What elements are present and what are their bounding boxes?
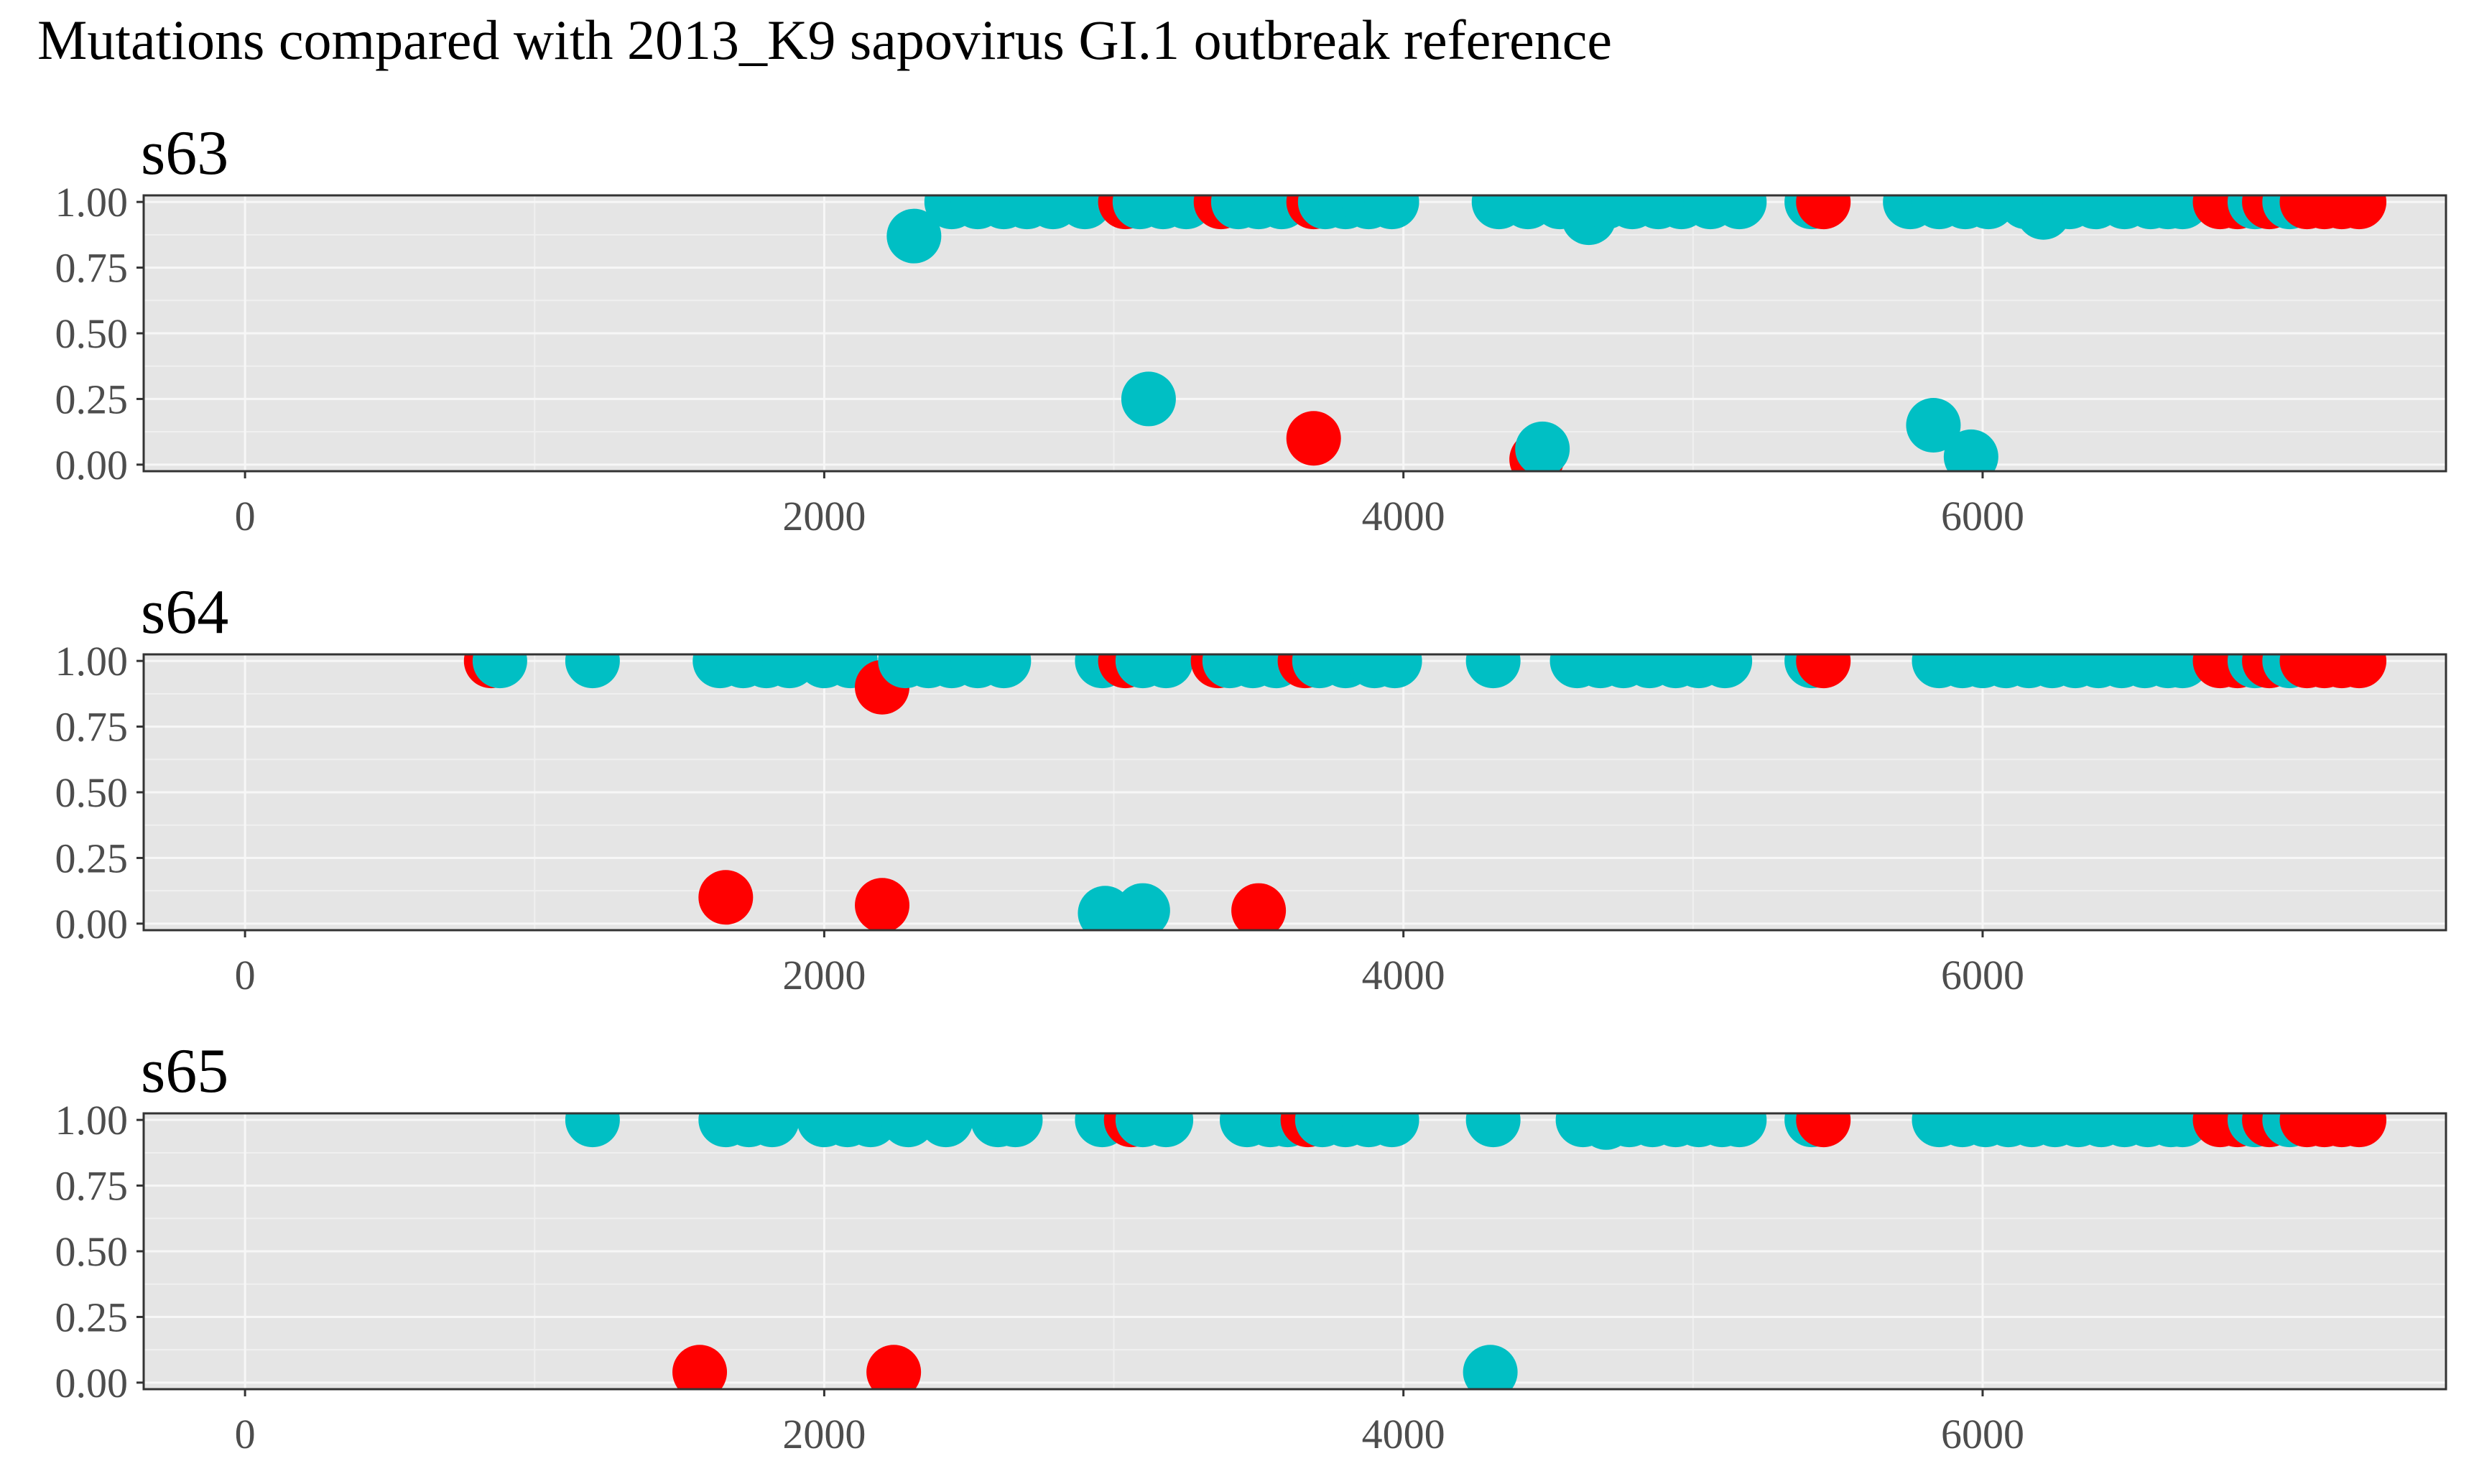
panel-s63: s63 0.00 0.25 0.50 0.75 1.00 0 2000 4000 6000 bbox=[55, 119, 2447, 539]
data-point bbox=[744, 1113, 800, 1148]
data-point bbox=[976, 654, 1032, 689]
panel-s64: s64 0.00 0.25 0.50 0.75 1.00 0 2000 4000 6000 bbox=[55, 578, 2447, 998]
data-point bbox=[565, 1113, 620, 1148]
data-point bbox=[1364, 195, 1419, 230]
panel-s65: s65 0.00 0.25 0.50 0.75 1.00 0 2000 4000 6000 bbox=[55, 1037, 2447, 1457]
data-point bbox=[855, 878, 910, 930]
y-tick-label: 0.50 bbox=[55, 1228, 129, 1275]
data-point bbox=[565, 654, 620, 689]
data-point bbox=[698, 870, 754, 925]
x-tick-label: 6000 bbox=[1941, 493, 2024, 539]
points bbox=[565, 1113, 2387, 1389]
y-tick-label: 0.50 bbox=[55, 769, 129, 816]
x-tick-label: 0 bbox=[235, 493, 256, 539]
data-point bbox=[1796, 195, 1851, 230]
data-point bbox=[1121, 371, 1176, 427]
points bbox=[463, 654, 2387, 930]
data-point bbox=[1364, 1113, 1419, 1148]
x-tick-label: 2000 bbox=[782, 1411, 866, 1457]
data-point bbox=[1115, 883, 1170, 930]
chart-title: Mutations compared with 2013_K9 sapoviru… bbox=[37, 9, 1612, 71]
data-point bbox=[1286, 411, 1341, 466]
points bbox=[886, 195, 2387, 471]
y-tick-label: 0.75 bbox=[55, 704, 129, 751]
data-point bbox=[1712, 195, 1767, 230]
data-point bbox=[1139, 1113, 1194, 1148]
y-tick-label: 0.25 bbox=[55, 1294, 129, 1340]
y-tick-label: 0.25 bbox=[55, 376, 129, 422]
data-point bbox=[472, 654, 527, 689]
y-tick-label: 0.00 bbox=[55, 901, 129, 947]
data-point bbox=[1515, 421, 1570, 471]
x-tick-label: 4000 bbox=[1362, 952, 1445, 998]
x-tick-label: 2000 bbox=[782, 493, 866, 539]
panel-title: s65 bbox=[141, 1037, 228, 1106]
data-point bbox=[1465, 654, 1521, 689]
data-point bbox=[2332, 654, 2387, 689]
data-point bbox=[988, 1113, 1043, 1148]
x-tick-label: 6000 bbox=[1941, 952, 2024, 998]
data-point bbox=[1943, 429, 1998, 471]
data-point bbox=[1139, 654, 1194, 689]
y-tick-label: 1.00 bbox=[55, 1097, 129, 1144]
data-point bbox=[1465, 1113, 1521, 1148]
data-point bbox=[1697, 654, 1753, 689]
data-point bbox=[1796, 654, 1851, 689]
data-point bbox=[918, 1113, 973, 1148]
data-point bbox=[1463, 1345, 1518, 1389]
data-point bbox=[1712, 1113, 1767, 1148]
x-tick-label: 6000 bbox=[1941, 1411, 2024, 1457]
data-point bbox=[866, 1345, 922, 1389]
data-point bbox=[1906, 398, 1961, 453]
data-point bbox=[672, 1345, 728, 1389]
data-point bbox=[886, 208, 942, 264]
y-tick-label: 0.25 bbox=[55, 835, 129, 881]
y-tick-label: 1.00 bbox=[55, 179, 129, 226]
x-tick-label: 2000 bbox=[782, 952, 866, 998]
panel-title: s64 bbox=[141, 578, 228, 647]
y-tick-label: 0.75 bbox=[55, 245, 129, 292]
y-tick-label: 1.00 bbox=[55, 638, 129, 685]
y-tick-label: 0.75 bbox=[55, 1163, 129, 1210]
y-tick-label: 0.50 bbox=[55, 310, 129, 357]
y-tick-label: 0.00 bbox=[55, 1360, 129, 1406]
data-point bbox=[1231, 883, 1287, 930]
x-tick-label: 0 bbox=[235, 1411, 256, 1457]
data-point bbox=[2332, 195, 2387, 230]
x-tick-label: 4000 bbox=[1362, 493, 1445, 539]
panel-title: s63 bbox=[141, 119, 228, 188]
y-tick-label: 0.00 bbox=[55, 442, 129, 488]
x-tick-label: 0 bbox=[235, 952, 256, 998]
data-point bbox=[1367, 654, 1422, 689]
x-tick-label: 4000 bbox=[1362, 1411, 1445, 1457]
data-point bbox=[2332, 1113, 2387, 1148]
data-point bbox=[1796, 1113, 1851, 1148]
